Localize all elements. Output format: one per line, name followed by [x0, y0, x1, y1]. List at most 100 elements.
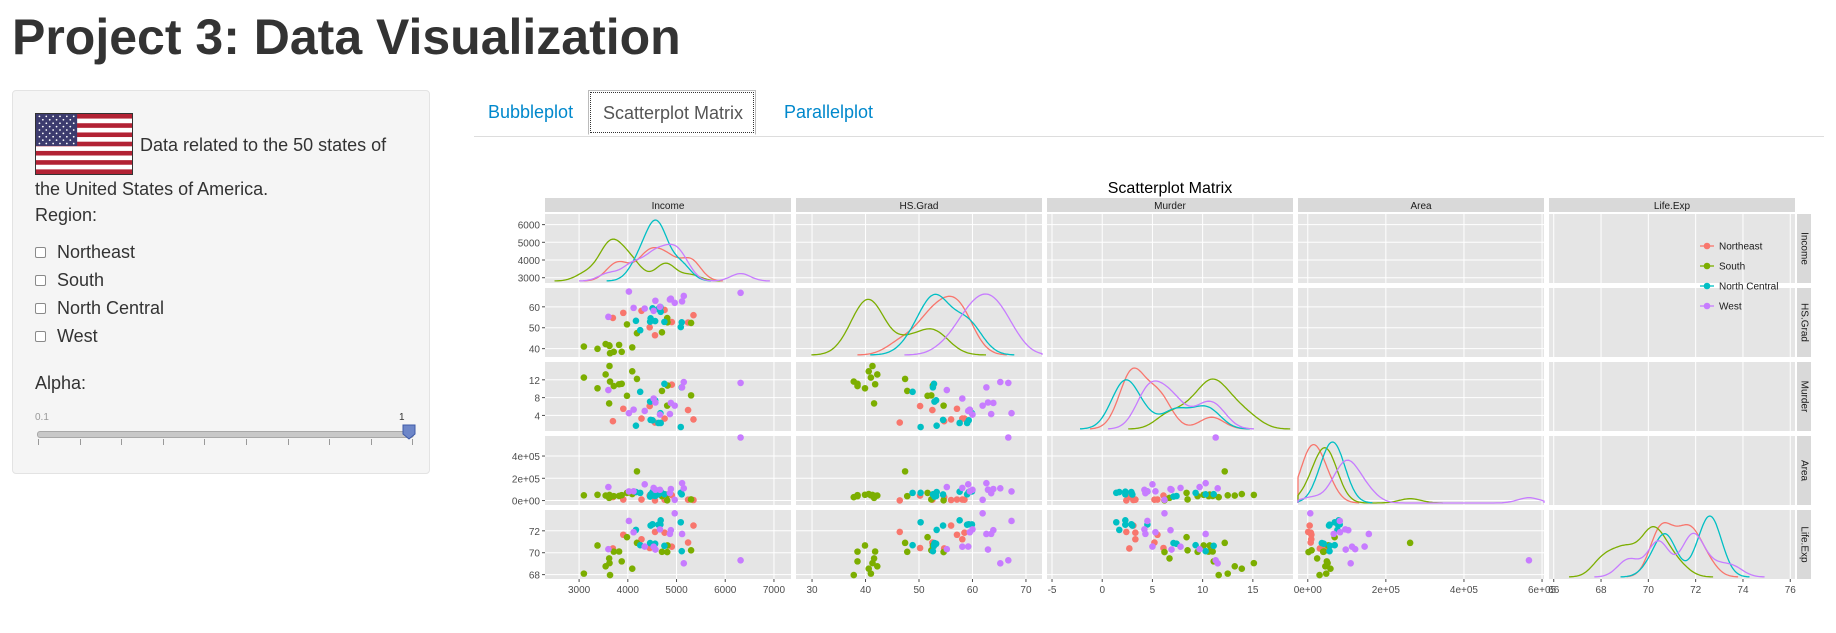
y-axis-tick-label: 0e+00	[512, 497, 541, 508]
data-point	[678, 479, 686, 487]
data-point	[947, 496, 955, 504]
facet-strip-top	[1047, 198, 1293, 212]
data-point	[663, 548, 671, 556]
y-axis-tick-label: 40	[529, 345, 541, 356]
data-point	[1361, 543, 1368, 550]
chart-title: Scatterplot Matrix	[1108, 180, 1232, 197]
data-point	[618, 558, 626, 565]
data-point	[609, 417, 617, 425]
data-point	[929, 406, 936, 414]
data-point	[983, 530, 990, 538]
data-point	[1336, 528, 1344, 536]
data-point	[680, 292, 688, 300]
checkbox-icon[interactable]	[35, 275, 46, 286]
data-point	[965, 520, 973, 528]
panel-background	[1298, 362, 1544, 431]
data-point	[625, 288, 633, 295]
data-point	[615, 380, 623, 388]
data-point	[618, 348, 626, 356]
data-point	[1177, 543, 1184, 550]
data-point	[871, 380, 879, 388]
data-point	[1149, 543, 1156, 550]
data-point	[1166, 555, 1173, 562]
region-option-label: West	[57, 326, 98, 346]
checkbox-icon[interactable]	[35, 331, 46, 342]
checkbox-icon[interactable]	[35, 247, 46, 258]
data-point	[652, 486, 659, 494]
checkbox-icon[interactable]	[35, 303, 46, 314]
region-checkbox-west[interactable]: West	[35, 326, 98, 347]
data-point	[633, 468, 641, 475]
data-point	[658, 548, 666, 556]
data-point	[1161, 548, 1168, 556]
data-point	[605, 313, 612, 321]
data-point	[678, 384, 686, 391]
data-point	[666, 410, 674, 418]
legend-label: North Central	[1719, 282, 1778, 293]
panel-background	[1549, 288, 1795, 357]
facet-strip-top	[1298, 198, 1544, 212]
data-point	[869, 362, 876, 370]
data-point	[610, 548, 618, 555]
data-point	[619, 405, 627, 413]
x-axis-tick-label: 6e+05	[1528, 585, 1557, 596]
data-point	[1214, 560, 1221, 567]
data-point	[959, 395, 966, 402]
region-checkbox-northeast[interactable]: Northeast	[35, 242, 135, 263]
data-point	[605, 400, 613, 407]
data-point	[1215, 571, 1222, 579]
data-point	[663, 497, 671, 504]
data-point	[943, 483, 951, 491]
tab-parallelplot[interactable]: Parallelplot	[784, 102, 874, 122]
data-point	[1331, 541, 1339, 549]
x-axis-tick-label: 10	[1197, 585, 1209, 596]
data-point	[932, 396, 940, 404]
data-point	[916, 402, 924, 410]
data-point	[964, 543, 972, 550]
region-checkbox-north-central[interactable]: North Central	[35, 298, 164, 319]
data-point	[984, 486, 992, 494]
x-axis-tick-label: 0e+00	[1294, 585, 1323, 596]
alpha-slider-handle[interactable]	[402, 424, 416, 440]
data-point	[1221, 468, 1229, 475]
region-option-label: South	[57, 270, 105, 290]
x-axis-tick-label: 66	[1548, 585, 1560, 596]
tab-bubbleplot[interactable]: Bubbleplot	[488, 102, 574, 122]
data-point	[1005, 379, 1012, 387]
legend-key-point	[1703, 302, 1711, 310]
data-point	[1112, 518, 1120, 526]
data-point	[666, 530, 674, 538]
data-point	[661, 415, 668, 422]
data-point	[932, 540, 940, 548]
data-point	[873, 562, 881, 570]
data-point	[638, 535, 645, 543]
data-point	[1238, 565, 1246, 573]
data-point	[594, 491, 601, 499]
data-point	[1152, 488, 1159, 495]
facet-strip-label: HS.Grad	[1798, 303, 1809, 342]
data-point	[961, 529, 968, 536]
data-point	[1152, 528, 1159, 536]
region-checkbox-south[interactable]: South	[35, 270, 104, 291]
data-point	[1005, 556, 1012, 564]
data-point	[652, 399, 659, 406]
data-point	[959, 535, 966, 543]
data-point	[630, 304, 637, 312]
data-point	[901, 468, 909, 475]
legend-key-point	[1703, 242, 1711, 250]
x-axis-tick-label: 72	[1690, 585, 1702, 596]
data-point	[680, 560, 688, 567]
data-point	[1202, 530, 1209, 538]
data-point	[939, 416, 947, 424]
data-point	[1327, 565, 1334, 573]
panel-background	[1298, 436, 1544, 505]
data-point	[1154, 496, 1161, 503]
data-point	[901, 539, 909, 547]
tab-scatterplot-matrix[interactable]: Scatterplot Matrix	[588, 90, 756, 135]
data-point	[680, 378, 688, 386]
facet-strip-right	[1797, 214, 1811, 283]
data-point	[959, 496, 966, 503]
data-point	[1224, 570, 1232, 577]
panel-background	[1549, 214, 1795, 283]
